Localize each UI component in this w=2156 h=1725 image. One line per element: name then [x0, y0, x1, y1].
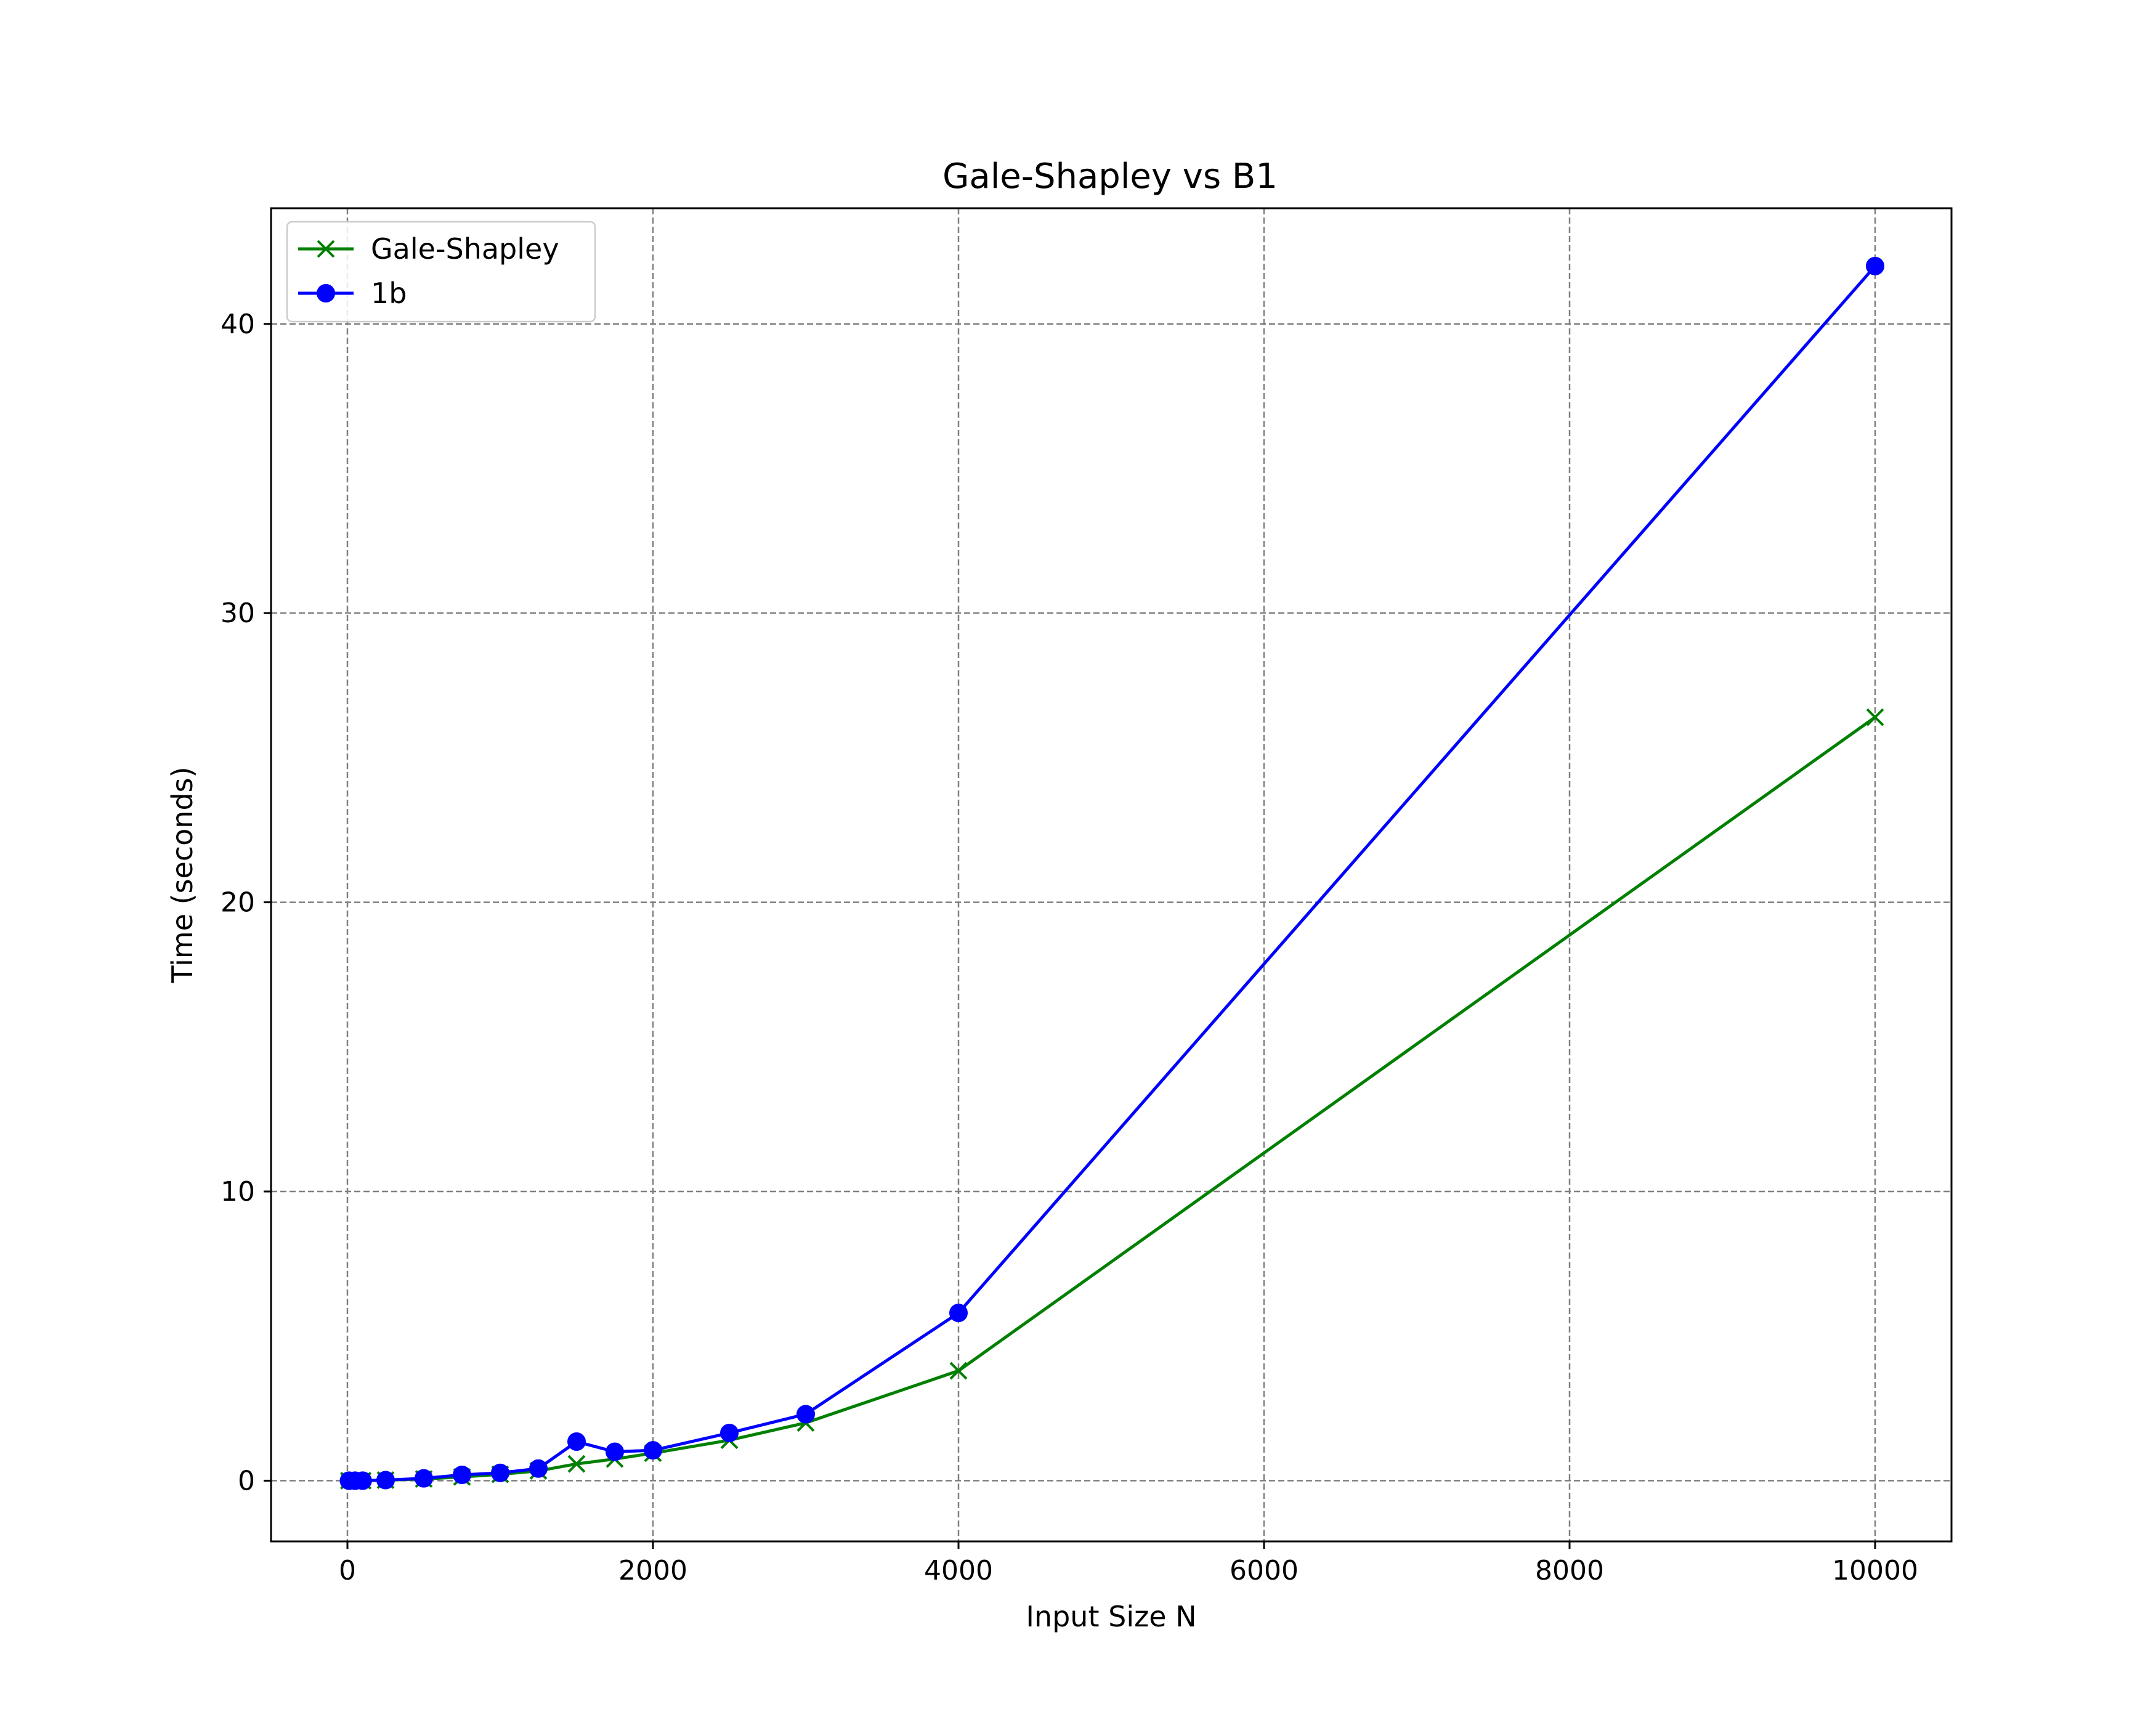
x-tick-label: 6000	[1230, 1555, 1299, 1586]
y-tick-label: 10	[221, 1176, 255, 1208]
y-axis-label: Time (seconds)	[166, 766, 199, 983]
legend: Gale-Shapley 1b	[286, 221, 596, 323]
y-tick-label: 40	[221, 309, 255, 340]
y-tick-label: 0	[238, 1465, 255, 1496]
data-point-1b	[491, 1463, 509, 1482]
data-point-1b	[529, 1459, 548, 1478]
data-point-1b	[415, 1469, 433, 1488]
legend-box	[286, 221, 596, 323]
x-tick-label: 0	[339, 1555, 356, 1586]
legend-item-1b: 1b	[298, 277, 407, 310]
x-tick-label: 4000	[924, 1555, 993, 1586]
data-point-1b	[949, 1304, 968, 1323]
grid	[271, 208, 1951, 1541]
data-point-1b	[353, 1471, 372, 1490]
data-point-gale-shapley	[949, 1362, 968, 1380]
series-group	[339, 256, 1884, 1490]
y-tick-label: 30	[221, 598, 255, 629]
x-tick-label: 10000	[1832, 1555, 1918, 1586]
legend-label: 1b	[371, 277, 407, 310]
data-point-1b	[1866, 256, 1884, 275]
legend-item-gale-shapley: Gale-Shapley	[298, 232, 559, 266]
data-point-1b	[376, 1471, 395, 1490]
data-point-gale-shapley	[1866, 708, 1884, 726]
axis-ticks: 0 2000 4000 6000 8000 10000 0 10 20 30 40	[221, 309, 1918, 1586]
data-point-1b	[453, 1466, 471, 1485]
x-tick-label: 2000	[618, 1555, 687, 1586]
plot-frame	[270, 207, 1953, 1543]
legend-marker	[317, 284, 335, 302]
chart-title: Gale-Shapley vs B1	[942, 156, 1278, 197]
data-point-1b	[567, 1432, 586, 1451]
data-point-1b	[606, 1442, 624, 1461]
data-point-1b	[720, 1423, 739, 1442]
y-tick-label: 20	[221, 887, 255, 919]
series-1b	[339, 256, 1884, 1490]
x-axis-label: Input Size N	[1026, 1600, 1196, 1633]
data-point-1b	[796, 1405, 815, 1424]
data-point-gale-shapley	[567, 1455, 586, 1473]
legend-marker	[317, 240, 335, 258]
x-tick-label: 8000	[1535, 1555, 1604, 1586]
data-point-1b	[644, 1441, 662, 1460]
legend-label: Gale-Shapley	[371, 232, 559, 266]
